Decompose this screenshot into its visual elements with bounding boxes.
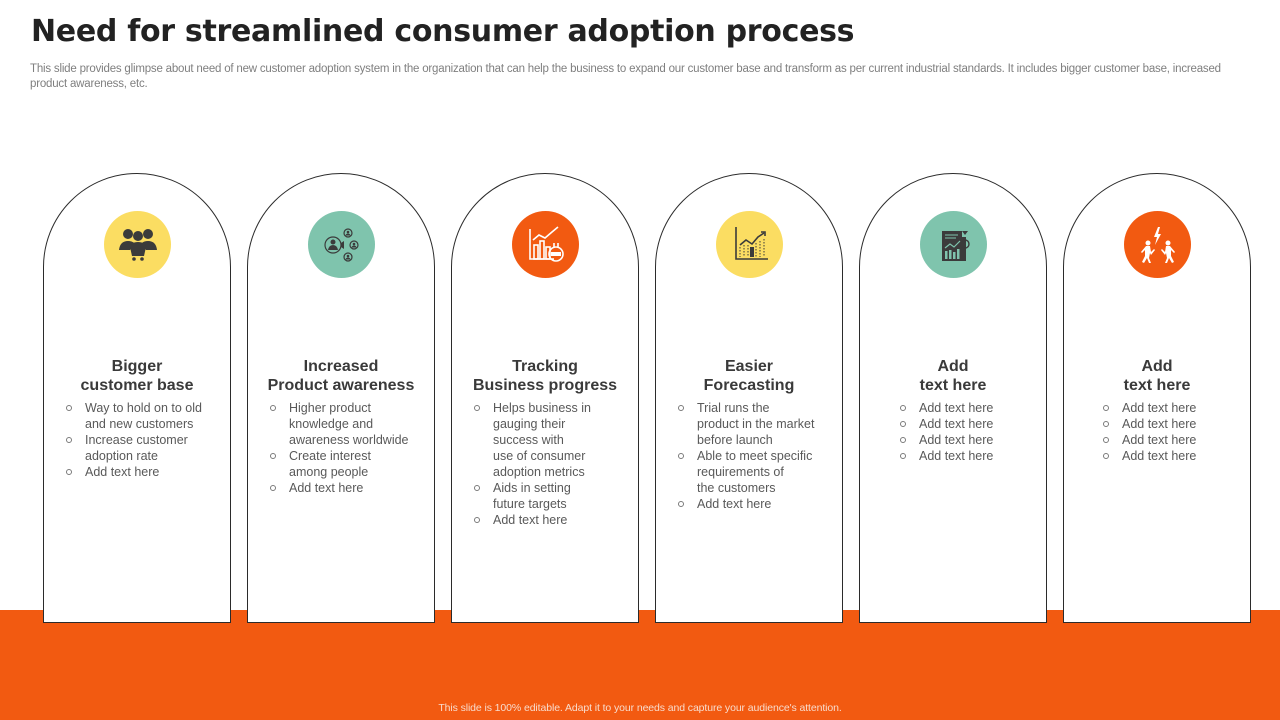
bullet-list: Add text here Add text here Add text her…	[900, 400, 993, 464]
list-item: Add text here	[1103, 432, 1196, 448]
list-item: Way to hold on to old and new customers	[66, 400, 202, 432]
bullet-circle-icon	[678, 501, 684, 507]
bullet-circle-icon	[66, 469, 72, 475]
list-item: Add text here	[1103, 416, 1196, 432]
bullet-list: Trial runs the product in the market bef…	[678, 400, 814, 512]
list-item: Add text here	[678, 496, 814, 512]
list-item: Add text here	[66, 464, 202, 480]
bullet-circle-icon	[678, 405, 684, 411]
list-item: Increase customer adoption rate	[66, 432, 202, 464]
card-title: Tracking Business progress	[472, 358, 618, 394]
orange-footer-band	[0, 610, 1280, 720]
card-title: Add text here	[919, 358, 987, 394]
list-item: Add text here	[270, 480, 409, 496]
bullet-circle-icon	[66, 405, 72, 411]
card-tracking-business-progress: Tracking Business progress Helps busines…	[451, 173, 639, 623]
icon-badge	[920, 211, 987, 278]
analytics-report-icon	[941, 230, 970, 261]
list-item: Able to meet specific requirements of th…	[678, 448, 814, 496]
bullet-circle-icon	[678, 453, 684, 459]
list-item: Add text here	[900, 400, 993, 416]
icon-badge	[716, 211, 783, 278]
bullet-circle-icon	[270, 405, 276, 411]
card-title: Increased Product awareness	[267, 358, 415, 394]
competition-people-icon	[1140, 226, 1175, 263]
card-easier-forecasting: Easier Forecasting Trial runs the produc…	[655, 173, 843, 623]
list-item: Add text here	[1103, 400, 1196, 416]
card-add-text-1: Add text here Add text here Add text her…	[859, 173, 1047, 623]
bullet-circle-icon	[900, 421, 906, 427]
list-item: Helps business in gauging their success …	[474, 400, 591, 480]
business-growth-chart-icon	[528, 225, 564, 262]
customer-group-cart-icon	[118, 228, 157, 261]
bullet-circle-icon	[1103, 405, 1109, 411]
list-item: Aids in setting future targets	[474, 480, 591, 512]
bullet-circle-icon	[474, 517, 480, 523]
bullet-list: Way to hold on to old and new customers …	[66, 400, 202, 480]
bullet-circle-icon	[1103, 453, 1109, 459]
list-item: Create interest among people	[270, 448, 409, 480]
icon-badge	[512, 211, 579, 278]
bullet-list: Add text here Add text here Add text her…	[1103, 400, 1196, 464]
card-title: Bigger customer base	[80, 358, 194, 394]
card-increased-product-awareness: Increased Product awareness Higher produ…	[247, 173, 435, 623]
bullet-circle-icon	[66, 437, 72, 443]
bullet-circle-icon	[474, 405, 480, 411]
bullet-circle-icon	[1103, 421, 1109, 427]
list-item: Add text here	[1103, 448, 1196, 464]
bullet-list: Higher product knowledge and awareness w…	[270, 400, 409, 496]
bullet-circle-icon	[900, 453, 906, 459]
slide-subtitle: This slide provides glimpse about need o…	[30, 63, 1221, 90]
icon-badge	[308, 211, 375, 278]
bullet-circle-icon	[1103, 437, 1109, 443]
marketing-network-icon	[323, 227, 359, 262]
card-title: Easier Forecasting	[703, 358, 795, 394]
bullet-circle-icon	[270, 453, 276, 459]
footer-note: This slide is 100% editable. Adapt it to…	[438, 702, 842, 714]
list-item: Trial runs the product in the market bef…	[678, 400, 814, 448]
bullet-circle-icon	[474, 485, 480, 491]
list-item: Add text here	[900, 416, 993, 432]
list-item: Higher product knowledge and awareness w…	[270, 400, 409, 448]
bullet-circle-icon	[270, 485, 276, 491]
bullet-circle-icon	[900, 437, 906, 443]
card-title: Add text here	[1123, 358, 1191, 394]
card-bigger-customer-base: Bigger customer base Way to hold on to o…	[43, 173, 231, 623]
forecast-chart-icon	[734, 226, 768, 260]
bullet-circle-icon	[900, 405, 906, 411]
list-item: Add text here	[900, 432, 993, 448]
card-add-text-2: Add text here Add text here Add text her…	[1063, 173, 1251, 623]
icon-badge	[104, 211, 171, 278]
list-item: Add text here	[474, 512, 591, 528]
slide-title: Need for streamlined consumer adoption p…	[31, 14, 855, 49]
list-item: Add text here	[900, 448, 993, 464]
bullet-list: Helps business in gauging their success …	[474, 400, 591, 528]
icon-badge	[1124, 211, 1191, 278]
